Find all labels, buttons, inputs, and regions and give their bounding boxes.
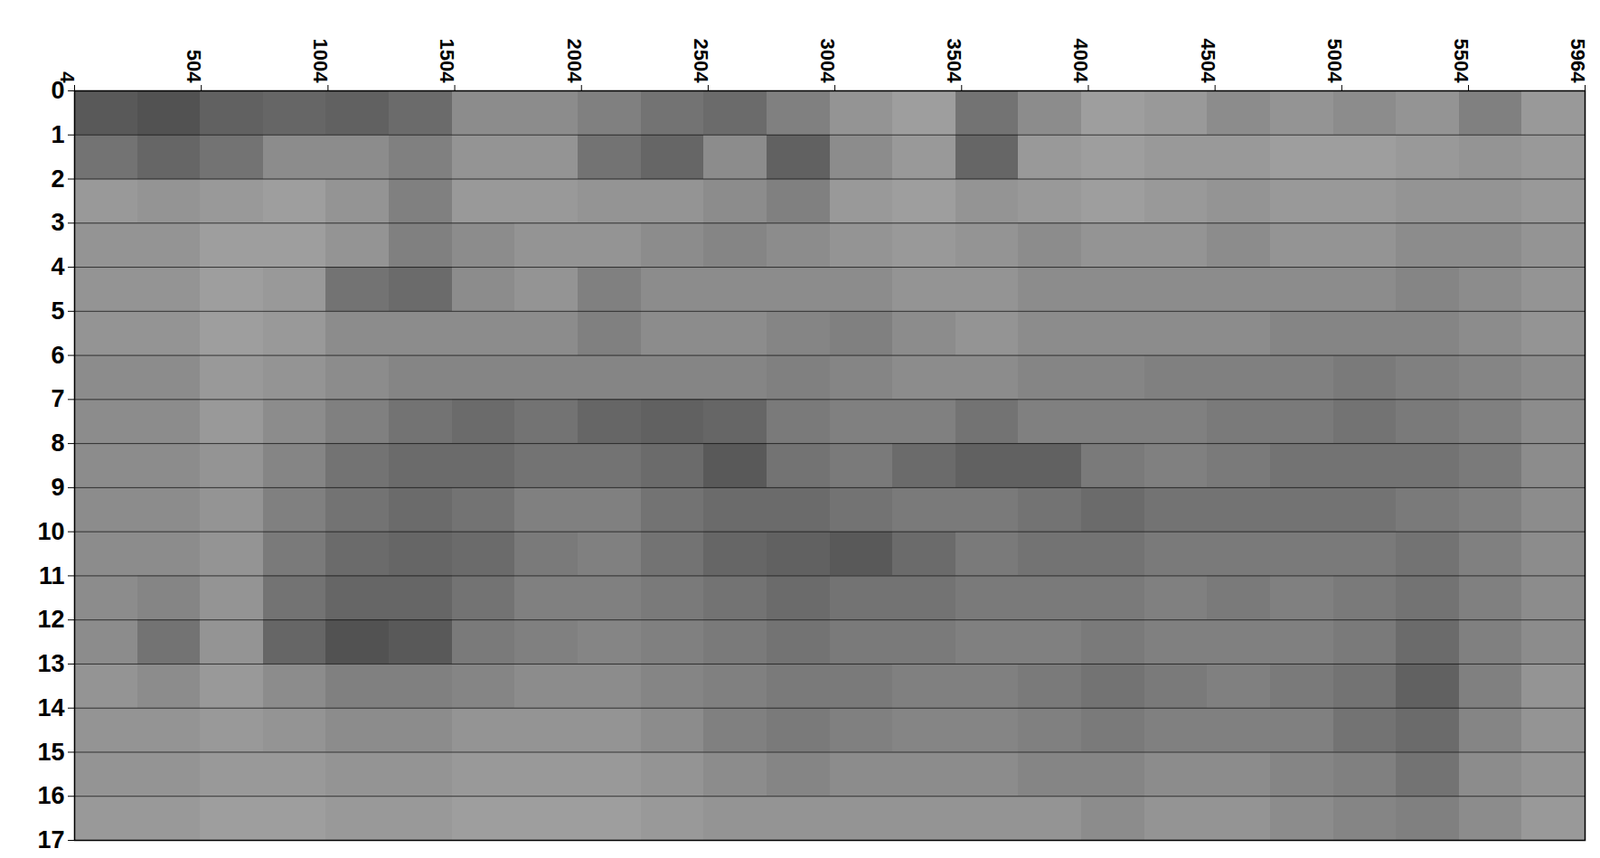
svg-text:10: 10 xyxy=(37,517,65,546)
svg-text:3504: 3504 xyxy=(942,38,966,85)
svg-text:9: 9 xyxy=(50,473,65,501)
svg-text:4504: 4504 xyxy=(1196,38,1220,85)
svg-text:8: 8 xyxy=(50,429,65,457)
svg-text:4: 4 xyxy=(50,253,65,281)
svg-text:2504: 2504 xyxy=(689,38,713,85)
svg-text:4: 4 xyxy=(56,71,79,84)
svg-text:16: 16 xyxy=(37,781,65,810)
svg-text:13: 13 xyxy=(37,649,65,678)
svg-text:1504: 1504 xyxy=(435,38,459,85)
svg-text:11: 11 xyxy=(38,562,66,590)
svg-text:4004: 4004 xyxy=(1069,38,1092,85)
svg-text:17: 17 xyxy=(37,826,65,854)
svg-text:3: 3 xyxy=(50,208,65,236)
svg-text:7: 7 xyxy=(50,385,65,413)
svg-text:2004: 2004 xyxy=(563,38,586,85)
svg-text:504: 504 xyxy=(182,49,206,84)
svg-text:5964: 5964 xyxy=(1566,38,1590,85)
svg-text:3004: 3004 xyxy=(816,38,839,85)
svg-text:0: 0 xyxy=(51,76,65,105)
svg-text:1: 1 xyxy=(50,121,65,149)
svg-text:5504: 5504 xyxy=(1449,38,1473,85)
svg-text:6: 6 xyxy=(50,341,65,369)
svg-text:14: 14 xyxy=(37,694,65,722)
svg-text:15: 15 xyxy=(37,738,65,766)
svg-text:12: 12 xyxy=(37,605,65,633)
svg-text:5004: 5004 xyxy=(1323,38,1346,85)
svg-text:5: 5 xyxy=(50,297,65,325)
svg-text:2: 2 xyxy=(50,165,65,193)
svg-text:1004: 1004 xyxy=(309,38,332,85)
